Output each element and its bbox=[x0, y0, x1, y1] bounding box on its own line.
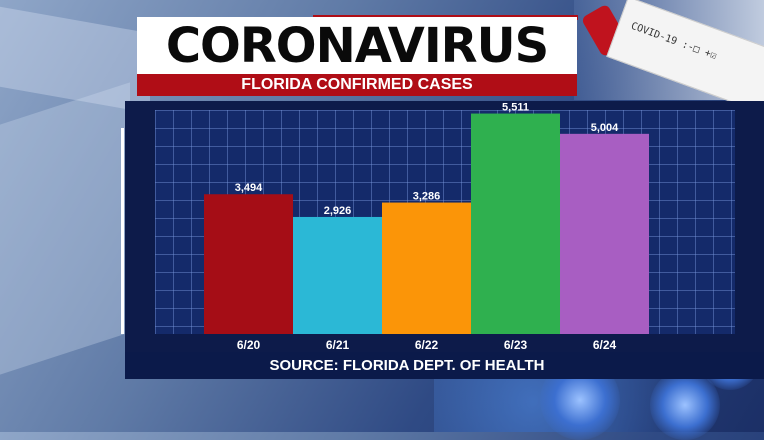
page-title: CORONAVIRUS bbox=[165, 17, 549, 74]
source-bar: SOURCE: FLORIDA DEPT. OF HEALTH bbox=[125, 352, 764, 379]
bar-value-label: 3,286 bbox=[413, 191, 441, 203]
covid-test-card: COVID-19 :-□ +☑ bbox=[606, 0, 764, 116]
title-banner: CORONAVIRUS bbox=[137, 17, 577, 74]
bar-chart: 3,494 6/20 2,926 6/21 3,286 6/22 5,511 6/23 5,00… bbox=[204, 102, 649, 352]
background-panel-top-left bbox=[0, 6, 150, 114]
bar-6-20 bbox=[204, 194, 293, 334]
chart-axis-line bbox=[121, 128, 124, 334]
bar-value-label: 5,511 bbox=[502, 102, 529, 114]
bar-6-23 bbox=[471, 113, 560, 334]
source-caption: SOURCE: FLORIDA DEPT. OF HEALTH bbox=[269, 357, 545, 374]
background-panel-left bbox=[0, 82, 130, 388]
bar-6-21 bbox=[293, 216, 382, 334]
bar-value-label: 5,004 bbox=[591, 122, 619, 134]
x-tick-label: 6/23 bbox=[504, 338, 528, 352]
bar-value-label: 3,494 bbox=[235, 182, 263, 194]
covid-test-card-text: COVID-19 :-□ +☑ bbox=[629, 20, 719, 62]
bar-6-22 bbox=[382, 202, 471, 334]
x-tick-label: 6/21 bbox=[326, 338, 350, 352]
bar-6-24 bbox=[560, 133, 649, 334]
subtitle-banner: FLORIDA CONFIRMED CASES bbox=[137, 74, 577, 96]
x-tick-label: 6/20 bbox=[237, 338, 261, 352]
x-tick-label: 6/22 bbox=[415, 338, 439, 352]
bar-value-label: 2,926 bbox=[324, 205, 352, 217]
x-tick-label: 6/24 bbox=[593, 338, 617, 352]
page-subtitle: FLORIDA CONFIRMED CASES bbox=[241, 76, 473, 93]
